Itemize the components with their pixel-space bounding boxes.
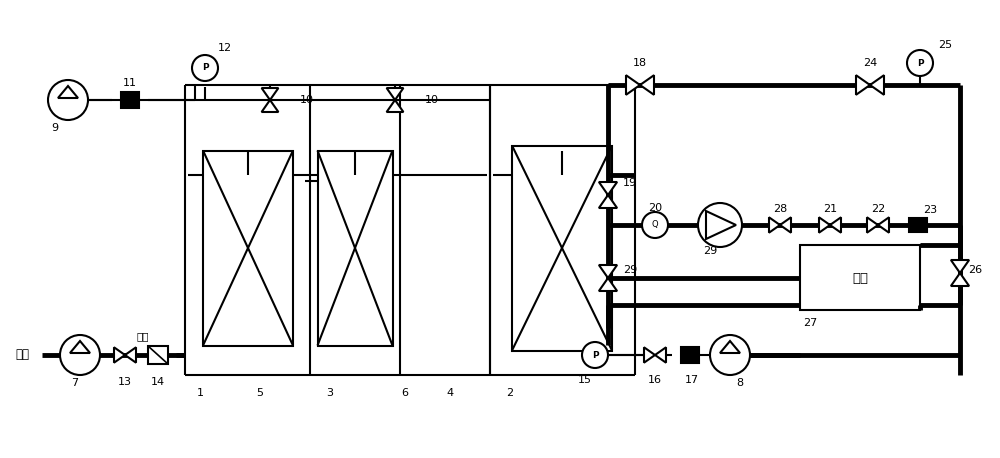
Text: 21: 21 — [823, 204, 837, 214]
Polygon shape — [644, 347, 655, 363]
Text: 3: 3 — [326, 388, 334, 398]
Polygon shape — [58, 86, 78, 98]
Bar — [512, 146, 612, 350]
Text: 进水: 进水 — [15, 349, 29, 361]
Text: 1: 1 — [196, 388, 204, 398]
Text: 7: 7 — [71, 378, 79, 388]
Text: 14: 14 — [151, 377, 165, 387]
Polygon shape — [769, 217, 780, 233]
Text: 26: 26 — [968, 265, 982, 275]
Polygon shape — [706, 211, 736, 239]
Bar — [121, 92, 139, 108]
Polygon shape — [819, 217, 830, 233]
Text: 2: 2 — [506, 388, 514, 398]
Text: 16: 16 — [648, 375, 662, 385]
Polygon shape — [640, 75, 654, 95]
Text: 4: 4 — [446, 388, 454, 398]
Circle shape — [698, 203, 742, 247]
Text: 27: 27 — [803, 318, 817, 328]
Text: 9: 9 — [51, 123, 59, 133]
Text: 29: 29 — [703, 246, 717, 256]
Polygon shape — [867, 217, 878, 233]
Circle shape — [60, 335, 100, 375]
Text: 12: 12 — [218, 43, 232, 53]
Text: P: P — [202, 64, 208, 72]
Bar — [800, 245, 920, 310]
Text: 11: 11 — [123, 78, 137, 88]
Polygon shape — [387, 100, 403, 112]
Polygon shape — [720, 341, 740, 353]
Text: P: P — [592, 350, 598, 360]
Text: 22: 22 — [871, 204, 885, 214]
Polygon shape — [599, 265, 617, 278]
Circle shape — [907, 50, 933, 76]
Polygon shape — [655, 347, 666, 363]
Text: 15: 15 — [578, 375, 592, 385]
Polygon shape — [599, 182, 617, 195]
Text: 25: 25 — [938, 40, 952, 50]
Bar — [148, 346, 168, 364]
Polygon shape — [125, 347, 136, 363]
Text: 8: 8 — [736, 378, 744, 388]
Circle shape — [582, 342, 608, 368]
Bar — [318, 151, 392, 345]
Text: 20: 20 — [648, 203, 662, 213]
Polygon shape — [951, 260, 969, 273]
Circle shape — [710, 335, 750, 375]
Polygon shape — [70, 341, 90, 353]
Bar — [681, 347, 699, 363]
Circle shape — [642, 212, 668, 238]
Polygon shape — [830, 217, 841, 233]
Text: 6: 6 — [402, 388, 409, 398]
Polygon shape — [780, 217, 791, 233]
Text: 13: 13 — [118, 377, 132, 387]
Text: 17: 17 — [685, 375, 699, 385]
Text: 28: 28 — [773, 204, 787, 214]
Text: 19: 19 — [623, 178, 637, 188]
Circle shape — [192, 55, 218, 81]
Polygon shape — [878, 217, 889, 233]
Polygon shape — [870, 75, 884, 95]
Text: 5: 5 — [256, 388, 264, 398]
Text: 出气: 出气 — [137, 331, 149, 341]
Text: 18: 18 — [633, 58, 647, 68]
Polygon shape — [856, 75, 870, 95]
Text: P: P — [917, 59, 923, 67]
Polygon shape — [262, 100, 278, 112]
Text: 24: 24 — [863, 58, 877, 68]
Polygon shape — [387, 88, 403, 100]
Polygon shape — [599, 195, 617, 208]
Text: 水箱: 水箱 — [852, 272, 868, 284]
Text: 29: 29 — [623, 265, 637, 275]
Polygon shape — [626, 75, 640, 95]
Polygon shape — [114, 347, 125, 363]
Circle shape — [48, 80, 88, 120]
Bar — [909, 218, 927, 232]
Polygon shape — [599, 278, 617, 291]
Polygon shape — [262, 88, 278, 100]
Text: 23: 23 — [923, 205, 937, 215]
Text: Q: Q — [652, 220, 658, 229]
Polygon shape — [951, 273, 969, 286]
Bar — [203, 151, 293, 345]
Text: 10: 10 — [300, 95, 314, 105]
Text: 10: 10 — [425, 95, 439, 105]
